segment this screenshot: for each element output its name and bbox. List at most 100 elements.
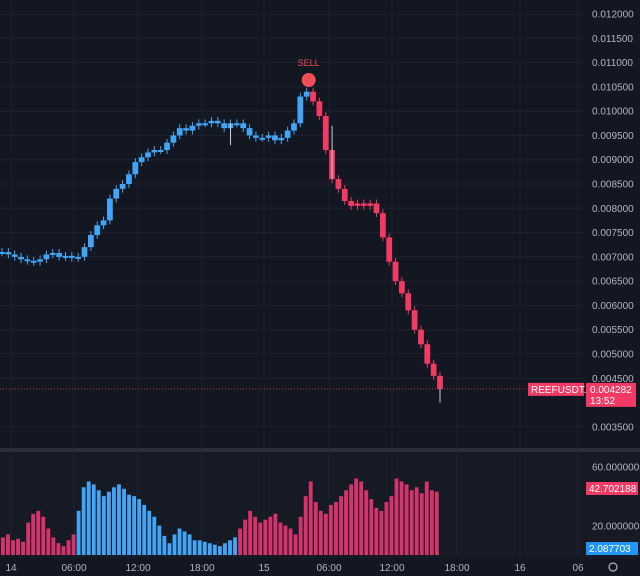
candle-body xyxy=(399,281,405,294)
candle-body xyxy=(411,310,418,330)
volume-bar xyxy=(61,546,66,555)
candle-body xyxy=(126,174,132,184)
candle-body xyxy=(253,135,259,138)
volume-bar xyxy=(318,510,323,555)
volume-bar xyxy=(374,507,379,555)
volume-bar xyxy=(349,484,354,555)
candle-body xyxy=(310,91,316,102)
volume-bar xyxy=(127,494,131,555)
candle-body xyxy=(202,123,209,126)
candle-body xyxy=(195,123,202,126)
volume-bar xyxy=(434,491,439,555)
volume-bar xyxy=(414,487,419,555)
price-axis-label: 0.007000 xyxy=(592,252,634,263)
volume-bar xyxy=(379,510,384,555)
price-axis-label: 0.009500 xyxy=(592,131,634,142)
volume-bar xyxy=(31,513,36,555)
volume-bar xyxy=(323,513,328,555)
volume-bar xyxy=(71,534,76,555)
candle-body xyxy=(430,363,437,376)
volume-bar xyxy=(106,491,111,555)
volume-bar xyxy=(253,516,258,555)
volume-last-tag xyxy=(586,482,638,495)
candle-body xyxy=(405,293,412,311)
volume-bar xyxy=(409,490,414,555)
price-axis-label: 0.010500 xyxy=(592,82,634,93)
candle-body xyxy=(43,254,50,260)
candle-body xyxy=(392,261,399,282)
candle-body xyxy=(246,128,253,136)
volume-bar xyxy=(288,528,293,555)
volume-bar xyxy=(16,538,20,555)
volume-bar xyxy=(268,516,273,555)
volume-bar xyxy=(223,543,227,555)
volume-bar xyxy=(122,488,126,555)
candle-body xyxy=(354,203,361,206)
volume-bar xyxy=(298,516,303,555)
candle-body xyxy=(424,344,431,364)
candle-body xyxy=(303,91,310,97)
volume-bar xyxy=(202,541,207,555)
time-axis-label: 16 xyxy=(514,563,526,574)
candle-body xyxy=(157,150,164,152)
volume-bar xyxy=(243,519,248,555)
candle-body xyxy=(37,259,43,262)
candle-body xyxy=(348,201,355,206)
candle-body xyxy=(316,101,323,116)
panel-separator xyxy=(0,448,640,452)
volume-bar xyxy=(369,499,374,555)
volume-bar xyxy=(389,496,394,555)
volume-bar xyxy=(182,531,187,555)
last-price-tag xyxy=(586,382,636,407)
volume-bar xyxy=(6,534,10,555)
price-axis-label: 0.007500 xyxy=(592,228,634,239)
volume-bar xyxy=(1,537,5,555)
volume-bar xyxy=(404,484,409,555)
price-axis-label: 0.011000 xyxy=(592,58,633,69)
volume-bar xyxy=(112,487,116,555)
candle-body xyxy=(259,137,266,140)
volume-secondary-label: 2.087703 xyxy=(589,544,631,555)
volume-bar xyxy=(86,481,91,555)
volume-bar xyxy=(263,519,268,555)
volume-bar xyxy=(359,481,364,555)
price-axis-label: 0.010000 xyxy=(592,107,634,118)
candle-body xyxy=(107,198,113,221)
candle-body xyxy=(11,254,18,257)
candle-body xyxy=(379,213,386,238)
countdown-label: 13:52 xyxy=(590,396,615,407)
volume-bar xyxy=(26,522,31,555)
volume-bar xyxy=(11,540,15,555)
candle-body xyxy=(145,152,151,158)
candle-body xyxy=(322,116,329,150)
volume-bar xyxy=(172,534,177,555)
volume-last-label: 42.702188 xyxy=(589,484,637,495)
candle-body xyxy=(297,96,304,124)
candle-body xyxy=(151,150,158,153)
time-axis-label: 12:00 xyxy=(379,563,404,574)
volume-bar xyxy=(142,504,147,555)
volume-bar xyxy=(248,510,253,555)
candle-body xyxy=(278,137,285,141)
price-axis-label: 0.009000 xyxy=(592,155,634,166)
time-axis-label: 06 xyxy=(572,563,584,574)
candle-body xyxy=(272,135,278,141)
volume-bar xyxy=(66,540,71,555)
volume-bar xyxy=(101,496,106,555)
volume-bar xyxy=(157,525,162,555)
volume-bar xyxy=(339,496,343,555)
candle-body xyxy=(189,125,196,131)
volume-bar xyxy=(187,534,192,555)
sell-marker-dot xyxy=(301,73,316,87)
candle-body xyxy=(341,188,348,201)
volume-bar xyxy=(313,502,318,555)
volume-bar xyxy=(117,484,121,555)
volume-bar xyxy=(354,478,359,555)
volume-bar xyxy=(228,540,232,555)
candle-body xyxy=(0,252,5,254)
volume-bar xyxy=(217,546,222,555)
volume-bar xyxy=(278,522,283,555)
candle-body xyxy=(386,237,393,262)
candle-body xyxy=(208,120,215,124)
